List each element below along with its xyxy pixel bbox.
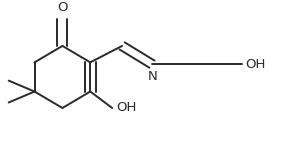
Text: N: N bbox=[148, 70, 158, 83]
Text: OH: OH bbox=[116, 101, 136, 115]
Text: OH: OH bbox=[246, 58, 266, 71]
Text: O: O bbox=[57, 1, 68, 14]
